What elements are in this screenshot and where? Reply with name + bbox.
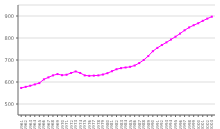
svg-text:2003: 2003 xyxy=(209,120,212,129)
svg-text:600: 600 xyxy=(8,79,14,85)
svg-text:900: 900 xyxy=(8,13,14,19)
svg-text:700: 700 xyxy=(8,57,14,63)
svg-text:800: 800 xyxy=(8,35,14,41)
svg-text:500: 500 xyxy=(8,101,14,107)
